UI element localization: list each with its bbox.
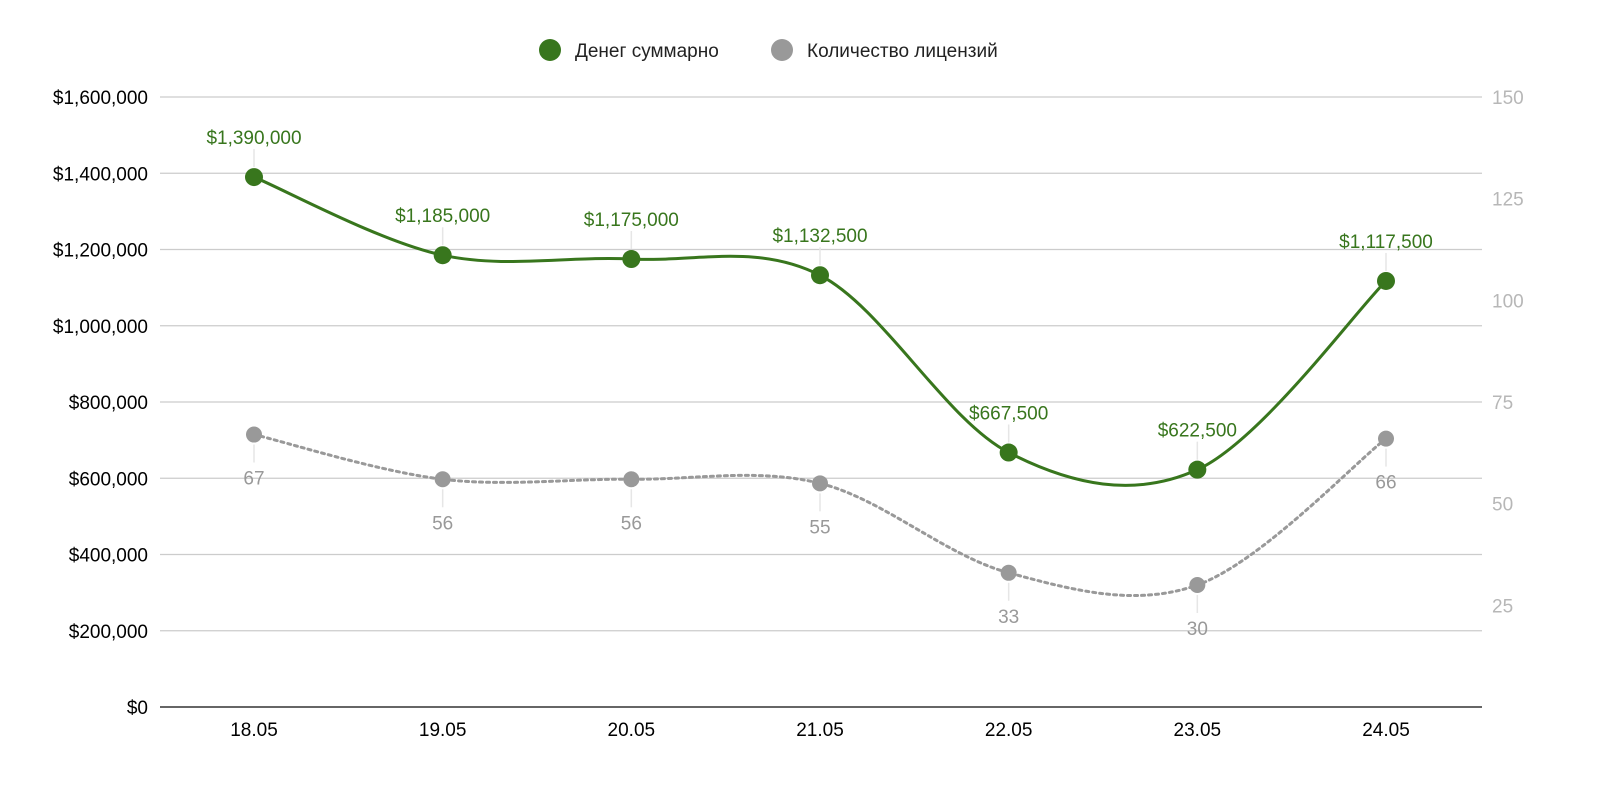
y-left-tick-label: $1,000,000 (53, 317, 148, 338)
y-left-tick-label: $0 (127, 698, 148, 719)
data-point-money (245, 168, 263, 187)
data-point-money (622, 250, 641, 269)
data-point-licenses (246, 426, 262, 443)
x-tick-label: 20.05 (608, 720, 656, 741)
data-label-licenses: 33 (998, 607, 1019, 628)
data-point-licenses (1189, 577, 1206, 593)
legend-label-money: Денег суммарно (575, 41, 719, 62)
data-point-licenses (1000, 564, 1017, 581)
x-tick-label: 18.05 (230, 720, 278, 741)
data-point-money (433, 246, 452, 265)
data-point-licenses (812, 475, 828, 492)
x-tick-label: 24.05 (1362, 720, 1410, 741)
y-right-tick-label: 100 (1492, 291, 1524, 312)
data-label-money: $667,500 (969, 404, 1048, 425)
data-point-licenses (623, 471, 640, 488)
data-point-money (811, 266, 829, 285)
data-label-licenses: 66 (1375, 473, 1396, 494)
x-tick-label: 23.05 (1174, 720, 1222, 741)
data-label-money: $1,390,000 (206, 128, 301, 149)
data-label-money: $1,132,500 (772, 226, 867, 247)
y-left-tick-label: $1,400,000 (53, 164, 148, 185)
y-right-tick-label: 50 (1492, 495, 1513, 516)
data-label-money: $1,175,000 (584, 210, 679, 231)
data-label-money: $1,185,000 (395, 206, 490, 227)
x-tick-label: 22.05 (985, 720, 1033, 741)
data-point-licenses (1378, 430, 1394, 447)
y-right-tick-label: 150 (1492, 88, 1524, 109)
y-right-tick-label: 75 (1492, 393, 1513, 414)
y-left-tick-label: $200,000 (69, 622, 148, 643)
series-group (245, 149, 1395, 613)
axes: $0 $200,000 $400,000 $600,000 $800,000 $1,000… (53, 88, 1524, 741)
legend-marker-licenses (771, 39, 793, 61)
y-right-tick-label: 125 (1492, 190, 1524, 211)
data-label-licenses: 56 (432, 513, 453, 534)
data-point-money (1188, 460, 1207, 479)
data-point-money (1377, 271, 1395, 290)
x-tick-label: 19.05 (419, 720, 467, 741)
y-left-tick-label: $400,000 (69, 546, 148, 567)
legend: Денег суммарно Количество лицензий (539, 39, 998, 62)
data-label-money: $1,117,500 (1339, 232, 1433, 253)
data-label-licenses: 55 (809, 517, 830, 538)
data-label-licenses: 67 (243, 469, 264, 490)
data-label-licenses: 56 (621, 513, 642, 534)
data-label-licenses: 30 (1187, 619, 1208, 640)
y-left-tick-label: $1,200,000 (53, 241, 148, 262)
data-point-licenses (434, 471, 451, 488)
x-tick-label: 21.05 (796, 720, 844, 741)
data-labels: $1,390,000 $1,185,000 $1,175,000 $1,132,500… (206, 128, 1432, 640)
y-left-tick-label: $1,600,000 (53, 88, 148, 109)
legend-label-licenses: Количество лицензий (807, 41, 998, 62)
gridlines (160, 96, 1482, 632)
data-label-money: $622,500 (1158, 421, 1237, 442)
y-left-tick-label: $600,000 (69, 469, 148, 490)
legend-marker-money (539, 39, 561, 61)
data-point-money (999, 443, 1018, 462)
y-left-tick-label: $800,000 (69, 393, 148, 414)
y-right-tick-label: 25 (1492, 596, 1513, 617)
